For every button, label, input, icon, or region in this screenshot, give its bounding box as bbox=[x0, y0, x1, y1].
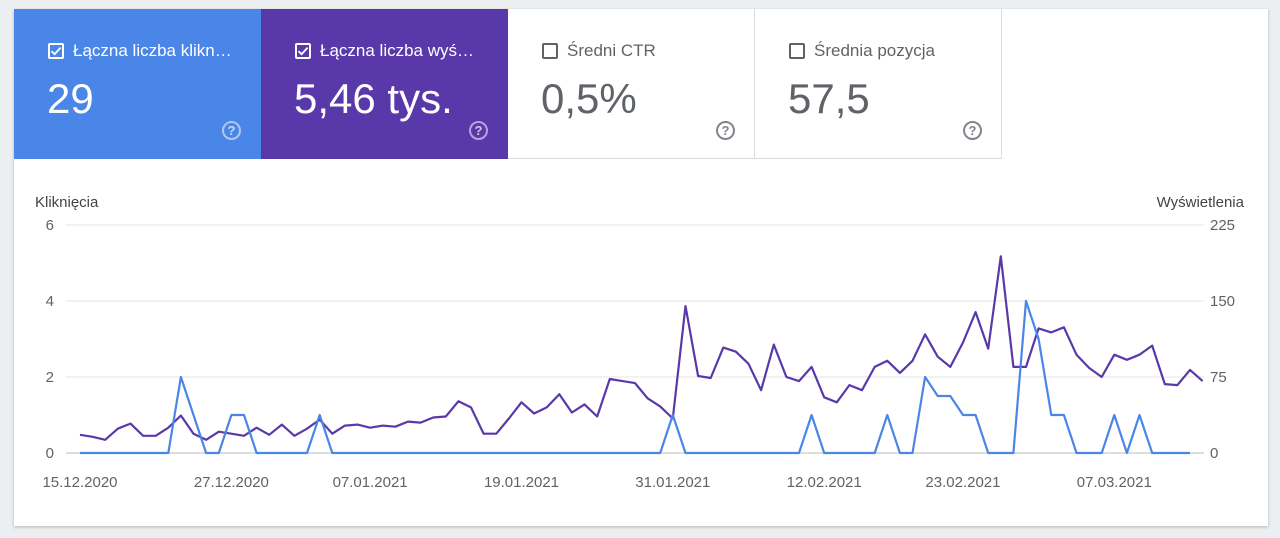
x-tick-label: 07.03.2021 bbox=[1077, 474, 1152, 491]
x-tick-label: 27.12.2020 bbox=[194, 474, 269, 491]
series-lines bbox=[79, 255, 1204, 455]
checkbox-icon[interactable] bbox=[295, 43, 311, 59]
left-tick-label: 4 bbox=[46, 293, 54, 310]
left-tick-label: 2 bbox=[46, 369, 54, 386]
metric-value: 57,5 bbox=[788, 75, 870, 122]
series-line-clicks bbox=[80, 299, 1190, 455]
right-tick-label: 0 bbox=[1210, 445, 1218, 462]
left-tick-label: 0 bbox=[46, 445, 54, 462]
metric-tiles: Łączna liczba kliknięć 29 ? Łączna liczb… bbox=[14, 9, 1002, 159]
help-icon[interactable]: ? bbox=[469, 121, 488, 140]
metric-value: 0,5% bbox=[541, 75, 637, 122]
checkbox-icon[interactable] bbox=[48, 43, 64, 59]
metric-tile-clicks[interactable]: Łączna liczba kliknięć 29 ? bbox=[14, 9, 261, 159]
grid-lines bbox=[66, 224, 1204, 454]
performance-chart: Kliknięcia Wyświetlenia 0 0 2 75 4 150 6 225 15… bbox=[35, 194, 1245, 491]
help-icon[interactable]: ? bbox=[716, 121, 735, 140]
right-tick-label: 225 bbox=[1210, 217, 1235, 234]
right-tick-label: 150 bbox=[1210, 293, 1235, 310]
help-icon[interactable]: ? bbox=[963, 121, 982, 140]
x-axis-ticks: 15.12.2020 27.12.2020 07.01.2021 19.01.2021… bbox=[42, 474, 1151, 491]
series-line-impressions bbox=[79, 255, 1204, 441]
x-tick-label: 19.01.2021 bbox=[484, 474, 559, 491]
x-tick-label: 23.02.2021 bbox=[925, 474, 1000, 491]
x-tick-label: 12.02.2021 bbox=[787, 474, 862, 491]
x-tick-label: 15.12.2020 bbox=[42, 474, 117, 491]
help-icon[interactable]: ? bbox=[222, 121, 241, 140]
checkbox-icon[interactable] bbox=[542, 43, 558, 59]
metric-tile-impressions[interactable]: Łączna liczba wyświetleń 5,46 tys. ? bbox=[261, 9, 508, 159]
metric-tile-position[interactable]: Średnia pozycja 57,5 ? bbox=[755, 9, 1002, 159]
checkbox-icon[interactable] bbox=[789, 43, 805, 59]
performance-card: Łączna liczba kliknięć 29 ? Łączna liczb… bbox=[14, 9, 1268, 526]
right-tick-label: 75 bbox=[1210, 369, 1227, 386]
metric-tile-ctr[interactable]: Średni CTR 0,5% ? bbox=[508, 9, 755, 159]
x-tick-label: 07.01.2021 bbox=[333, 474, 408, 491]
left-tick-label: 6 bbox=[46, 217, 54, 234]
y-axis-ticks: 0 0 2 75 4 150 6 225 bbox=[46, 217, 1235, 462]
metric-value: 29 bbox=[47, 75, 94, 122]
right-axis-title: Wyświetlenia bbox=[1157, 194, 1245, 211]
x-tick-label: 31.01.2021 bbox=[635, 474, 710, 491]
left-axis-title: Kliknięcia bbox=[35, 194, 99, 211]
metric-value: 5,46 tys. bbox=[294, 75, 453, 122]
